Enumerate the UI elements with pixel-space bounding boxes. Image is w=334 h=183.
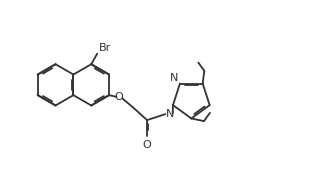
Text: N: N: [170, 73, 179, 83]
Text: O: O: [115, 92, 124, 102]
Text: O: O: [143, 140, 151, 150]
Text: Br: Br: [99, 43, 111, 53]
Text: N: N: [166, 109, 174, 119]
